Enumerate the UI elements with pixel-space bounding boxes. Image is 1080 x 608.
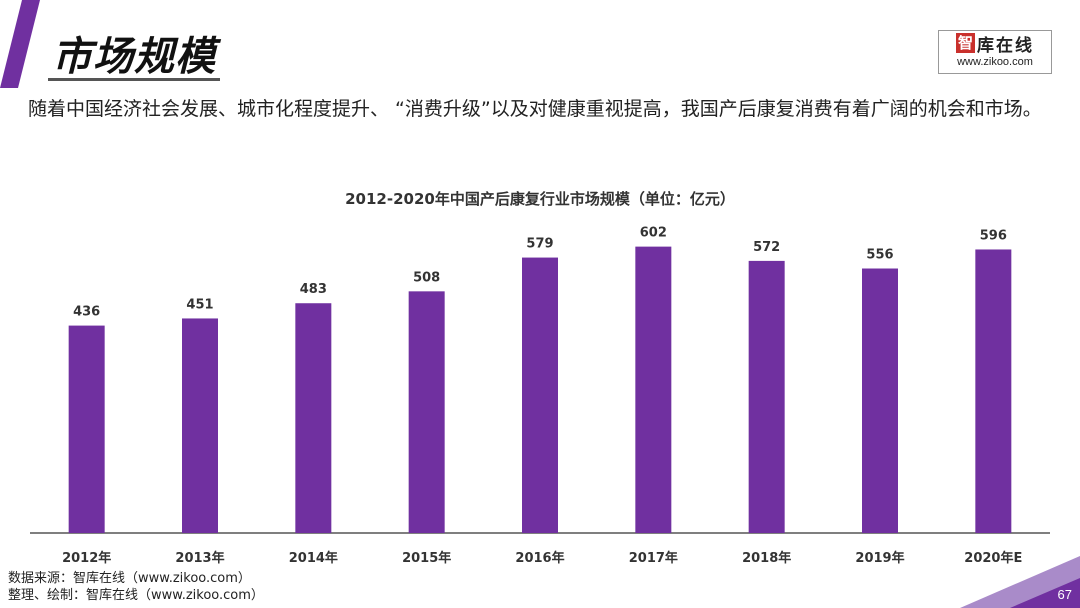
title-accent-bar xyxy=(0,0,40,88)
bar xyxy=(295,303,332,533)
logo-url: www.zikoo.com xyxy=(957,56,1033,68)
bar xyxy=(522,257,558,533)
x-tick-label: 2016年 xyxy=(515,550,564,566)
bar xyxy=(408,291,445,533)
data-source: 数据来源：智库在线（www.zikoo.com） 整理、绘制：智库在线（www.… xyxy=(8,570,264,604)
bar-value-label: 572 xyxy=(753,240,780,255)
bar-value-label: 579 xyxy=(526,237,553,252)
x-tick-label: 2014年 xyxy=(289,550,338,566)
brand-logo: 智 库在线 www.zikoo.com xyxy=(938,30,1052,74)
x-tick-label: 2019年 xyxy=(855,550,904,566)
bar xyxy=(182,318,218,533)
bar xyxy=(635,246,672,533)
x-tick-label: 2015年 xyxy=(402,550,451,566)
bar xyxy=(68,325,105,533)
bar-value-label: 508 xyxy=(413,270,440,285)
source-line-2: 整理、绘制：智库在线（www.zikoo.com） xyxy=(8,588,264,603)
logo-text: 库在线 xyxy=(977,35,1034,56)
bar-value-label: 436 xyxy=(73,305,100,320)
title-underline xyxy=(48,78,220,81)
source-line-1: 数据来源：智库在线（www.zikoo.com） xyxy=(8,571,251,586)
bar-value-label: 602 xyxy=(640,226,667,241)
page-number: 67 xyxy=(1057,587,1072,602)
bar xyxy=(975,249,1012,533)
bar-value-label: 483 xyxy=(300,282,327,297)
bar-value-label: 556 xyxy=(866,248,893,263)
x-tick-label: 2018年 xyxy=(742,550,791,566)
bar-value-label: 451 xyxy=(186,297,213,312)
bar-value-label: 596 xyxy=(980,228,1007,243)
x-tick-label: 2020年E xyxy=(964,550,1022,566)
corner-decoration xyxy=(960,556,1080,608)
x-tick-label: 2017年 xyxy=(629,550,678,566)
chart-title: 2012-2020年中国产后康复行业市场规模（单位：亿元） xyxy=(345,190,735,208)
page-title: 市场规模 xyxy=(52,34,216,80)
x-tick-label: 2012年 xyxy=(62,550,111,566)
intro-paragraph: 随着中国经济社会发展、城市化程度提升、 “消费升级”以及对健康重视提高，我国产后… xyxy=(28,98,1042,120)
bar xyxy=(862,268,898,533)
logo-mark: 智 xyxy=(955,33,975,53)
bar xyxy=(748,260,785,533)
x-tick-label: 2013年 xyxy=(175,550,224,566)
